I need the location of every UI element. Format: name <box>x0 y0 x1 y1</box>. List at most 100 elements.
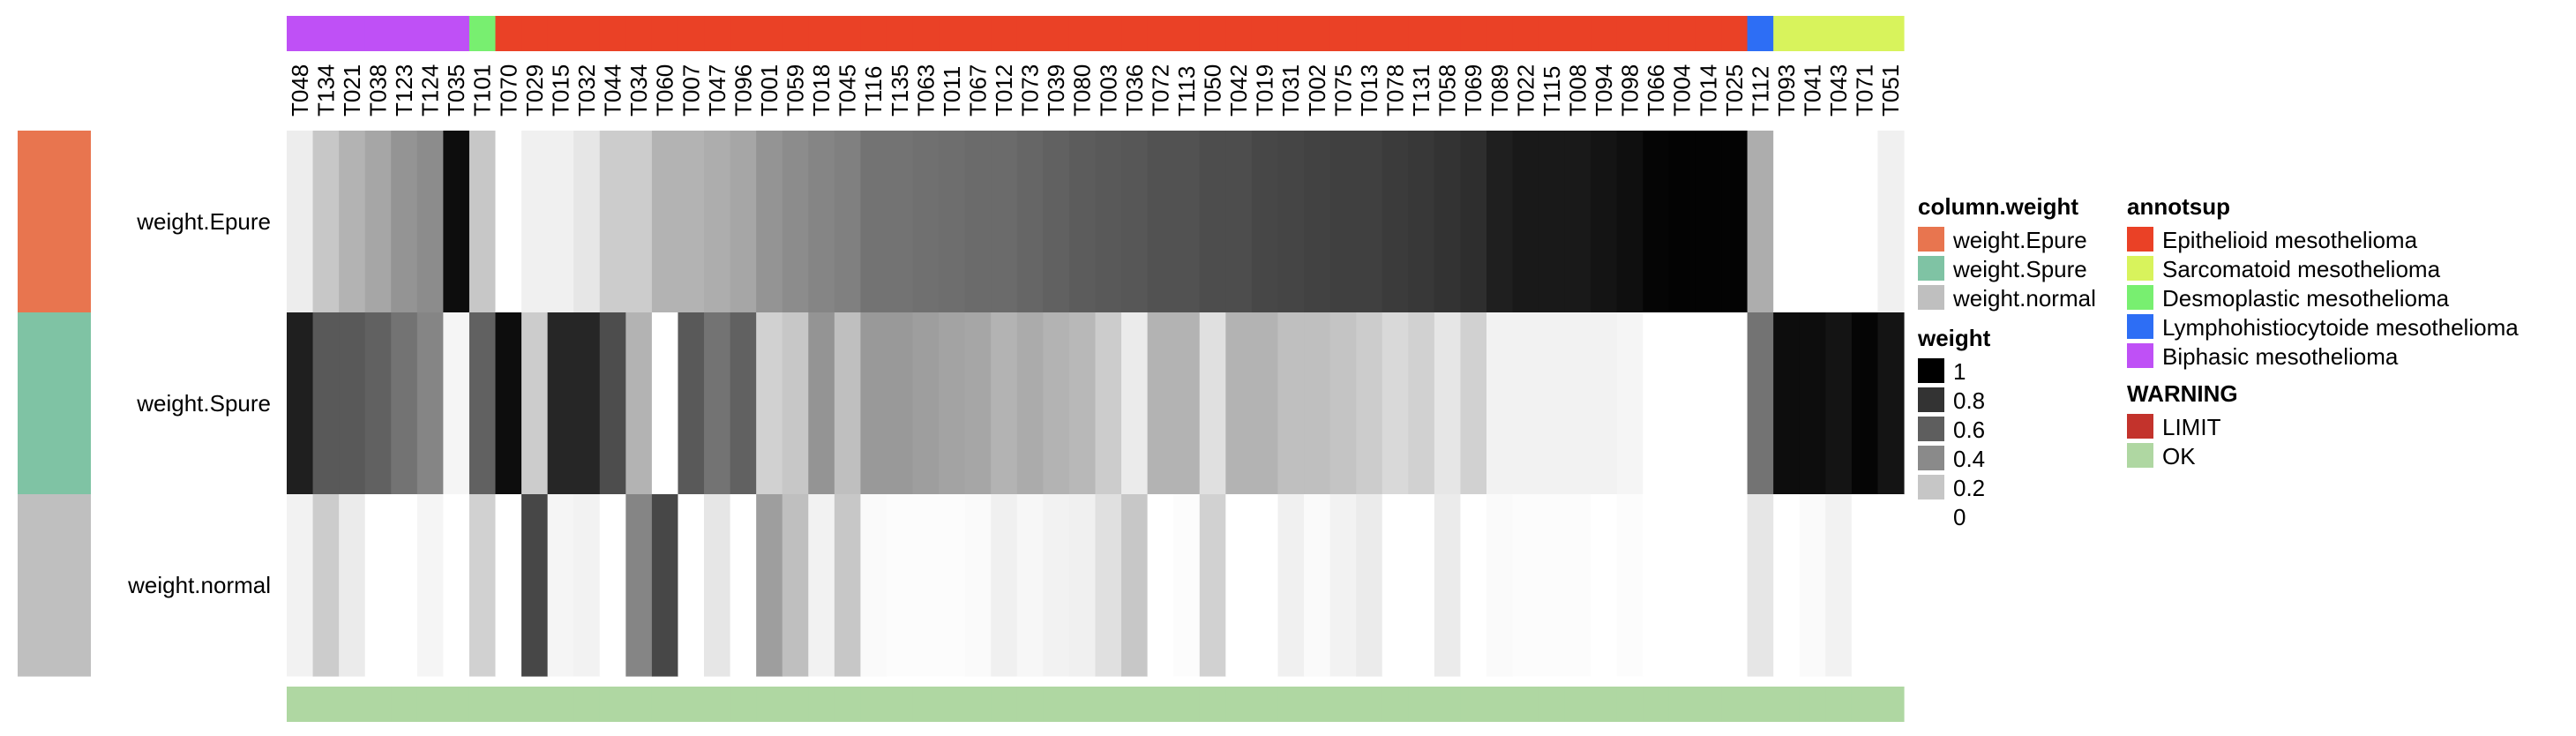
column-label-t135: T135 <box>887 64 913 116</box>
cell-weight-spure-t031 <box>1277 312 1305 495</box>
warning-cell-t124 <box>416 687 444 722</box>
column-label-t015: T015 <box>547 64 573 116</box>
warning-cell-t071 <box>1851 687 1879 722</box>
cell-weight-normal-t058 <box>1434 494 1462 677</box>
cell-weight-spure-t131 <box>1408 312 1435 495</box>
annot-cell-t018 <box>808 16 835 51</box>
cell-weight-spure-t007 <box>678 312 705 495</box>
annot-cell-t025 <box>1721 16 1749 51</box>
column-label-t014: T014 <box>1695 64 1721 116</box>
legend-swatch-annotsup-epithelioid-mesothelioma <box>2127 227 2153 252</box>
warning-cell-t067 <box>964 687 992 722</box>
cell-weight-epure-t036 <box>1121 131 1149 313</box>
column-label-t008: T008 <box>1564 64 1591 116</box>
warning-cell-t096 <box>730 687 757 722</box>
annot-cell-t042 <box>1225 16 1253 51</box>
annot-cell-t032 <box>573 16 601 51</box>
cell-weight-normal-t032 <box>573 494 601 677</box>
legend-title-column-weight: column.weight <box>1918 193 2078 220</box>
warning-cell-t015 <box>547 687 574 722</box>
cell-weight-spure-t075 <box>1329 312 1357 495</box>
cell-weight-spure-t094 <box>1591 312 1618 495</box>
cell-weight-normal-t025 <box>1721 494 1749 677</box>
annot-cell-t015 <box>547 16 574 51</box>
legend-label-warning-ok: OK <box>2162 443 2196 469</box>
cell-weight-epure-t004 <box>1668 131 1696 313</box>
column-label-t043: T043 <box>1825 64 1852 116</box>
cell-weight-spure-t116 <box>860 312 887 495</box>
column-label-t115: T115 <box>1539 66 1565 116</box>
cell-weight-epure-t012 <box>991 131 1018 313</box>
cell-weight-normal-t112 <box>1747 494 1774 677</box>
warning-cell-t019 <box>1251 687 1279 722</box>
cell-weight-spure-t001 <box>756 312 783 495</box>
cell-weight-spure-t069 <box>1460 312 1487 495</box>
cell-weight-epure-t050 <box>1199 131 1226 313</box>
cell-weight-normal-t036 <box>1121 494 1149 677</box>
cell-weight-normal-t021 <box>339 494 366 677</box>
warning-cell-t115 <box>1539 687 1566 722</box>
annot-cell-t051 <box>1877 16 1905 51</box>
cell-weight-spure-t022 <box>1512 312 1539 495</box>
warning-cell-t042 <box>1225 687 1253 722</box>
column-label-t041: T041 <box>1800 64 1826 116</box>
cell-weight-spure-t048 <box>287 312 314 495</box>
column-label-t071: T071 <box>1852 64 1878 116</box>
legend-swatch-weight-0-2 <box>1918 475 1944 499</box>
warning-cell-t116 <box>860 687 887 722</box>
legend-weight: weight 10.8 0.6 0.4 0.2 0 <box>1917 325 1991 530</box>
cell-weight-normal-t134 <box>312 494 340 677</box>
legend-label-annotsup-biphasic-mesothelioma: Biphasic mesothelioma <box>2162 343 2399 370</box>
cell-weight-epure-t008 <box>1564 131 1591 313</box>
annot-cell-t070 <box>495 16 522 51</box>
cell-weight-spure-t093 <box>1773 312 1801 495</box>
cell-weight-normal-t041 <box>1799 494 1826 677</box>
cell-weight-normal-t067 <box>964 494 992 677</box>
cell-weight-normal-t123 <box>391 494 418 677</box>
warning-cell-t007 <box>678 687 705 722</box>
column-label-t029: T029 <box>521 64 548 116</box>
column-label-t048: T048 <box>287 64 313 116</box>
cell-weight-normal-t002 <box>1304 494 1331 677</box>
cell-weight-epure-t029 <box>521 131 549 313</box>
cell-weight-spure-t029 <box>521 312 549 495</box>
warning-cell-t069 <box>1460 687 1487 722</box>
cell-weight-normal-t003 <box>1095 494 1122 677</box>
cell-weight-normal-t018 <box>808 494 835 677</box>
warning-cell-t075 <box>1329 687 1357 722</box>
column-label-t019: T019 <box>1252 64 1278 116</box>
cell-weight-epure-t116 <box>860 131 887 313</box>
cell-weight-epure-t034 <box>625 131 653 313</box>
annot-cell-t096 <box>730 16 757 51</box>
column-label-t004: T004 <box>1669 64 1696 116</box>
column-label-t067: T067 <box>964 64 991 116</box>
legend-warning: WARNING LIMIT OK <box>2127 380 2238 469</box>
legend-swatch-warning-limit <box>2127 414 2153 439</box>
column-label-t096: T096 <box>730 64 756 116</box>
cell-weight-normal-t080 <box>1068 494 1097 677</box>
warning-cell-t101 <box>468 687 497 722</box>
annot-cell-t019 <box>1251 16 1279 51</box>
cell-weight-spure-t078 <box>1382 312 1409 495</box>
column-label-t072: T072 <box>1147 64 1173 116</box>
cell-weight-epure-t135 <box>886 131 914 313</box>
annot-cell-t014 <box>1695 16 1722 51</box>
cell-weight-spure-t066 <box>1643 312 1670 495</box>
column-label-t051: T051 <box>1877 64 1904 116</box>
cell-weight-spure-t058 <box>1434 312 1462 495</box>
cell-weight-spure-t050 <box>1199 312 1226 495</box>
column-label-t018: T018 <box>808 64 835 116</box>
cell-weight-epure-t112 <box>1747 131 1774 313</box>
legend-label-weight-0: 0 <box>1953 504 1966 530</box>
cell-weight-normal-t044 <box>599 494 626 677</box>
annot-cell-t004 <box>1668 16 1696 51</box>
cell-weight-epure-t073 <box>1016 131 1044 313</box>
cell-weight-normal-t050 <box>1199 494 1226 677</box>
column-label-t060: T060 <box>652 64 678 116</box>
cell-weight-epure-t078 <box>1382 131 1409 313</box>
cell-weight-spure-t059 <box>782 312 809 495</box>
cell-weight-normal-t007 <box>678 494 705 677</box>
cell-weight-normal-t073 <box>1016 494 1044 677</box>
cell-weight-normal-t043 <box>1825 494 1853 677</box>
